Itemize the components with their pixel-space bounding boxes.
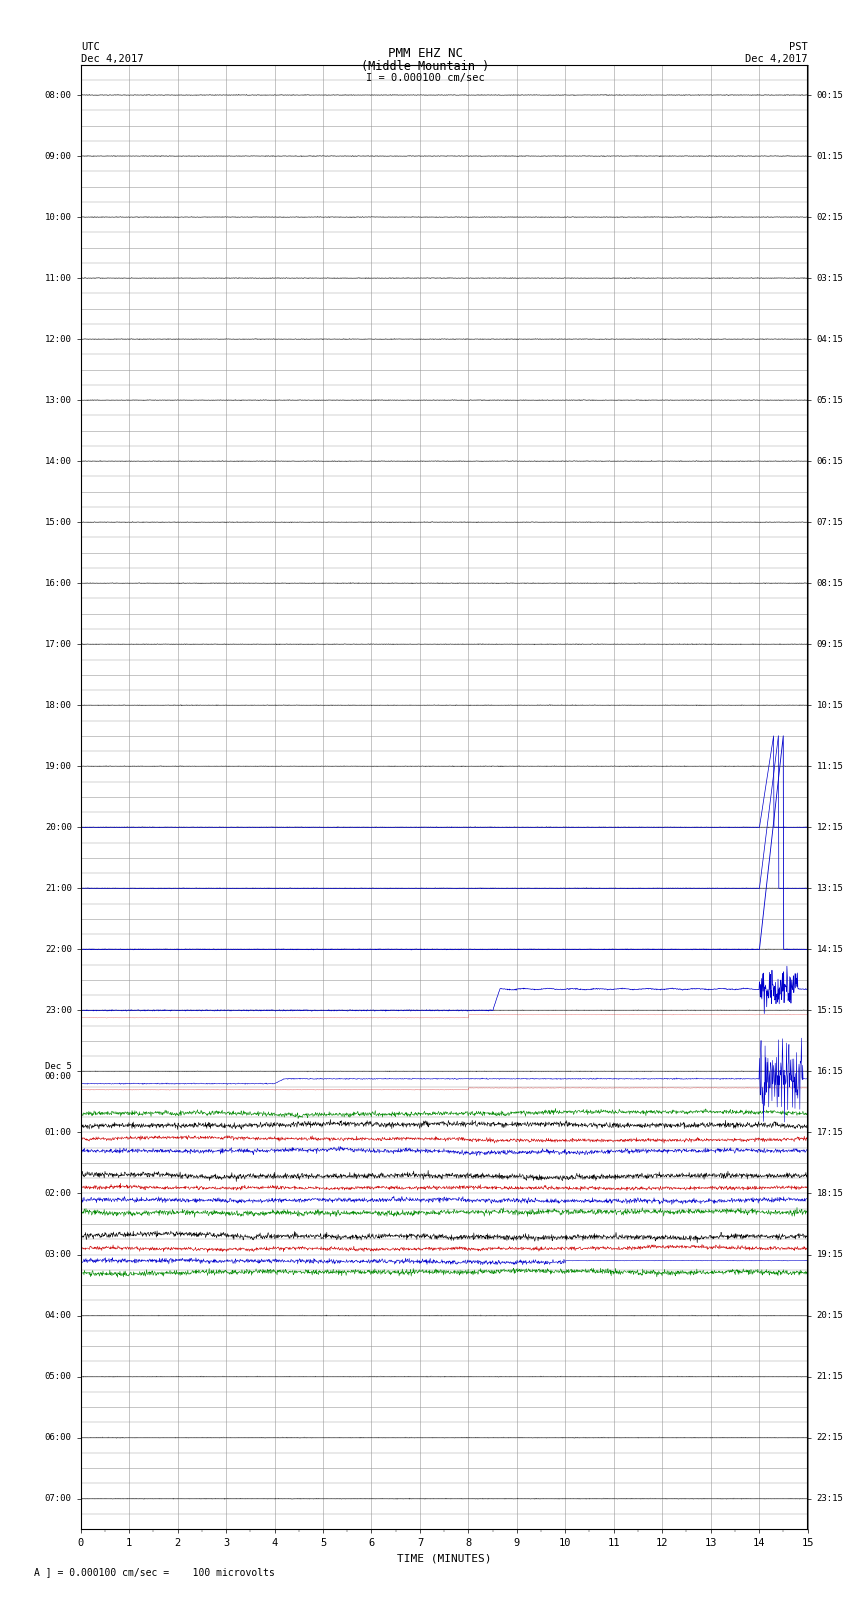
Text: UTC
Dec 4,2017: UTC Dec 4,2017 (81, 42, 144, 63)
Text: PST
Dec 4,2017: PST Dec 4,2017 (745, 42, 808, 63)
Text: (Middle Mountain ): (Middle Mountain ) (361, 60, 489, 73)
Text: A ] = 0.000100 cm/sec =    100 microvolts: A ] = 0.000100 cm/sec = 100 microvolts (34, 1568, 275, 1578)
Text: PMM EHZ NC: PMM EHZ NC (388, 47, 462, 60)
X-axis label: TIME (MINUTES): TIME (MINUTES) (397, 1553, 491, 1563)
Text: I = 0.000100 cm/sec: I = 0.000100 cm/sec (366, 73, 484, 82)
